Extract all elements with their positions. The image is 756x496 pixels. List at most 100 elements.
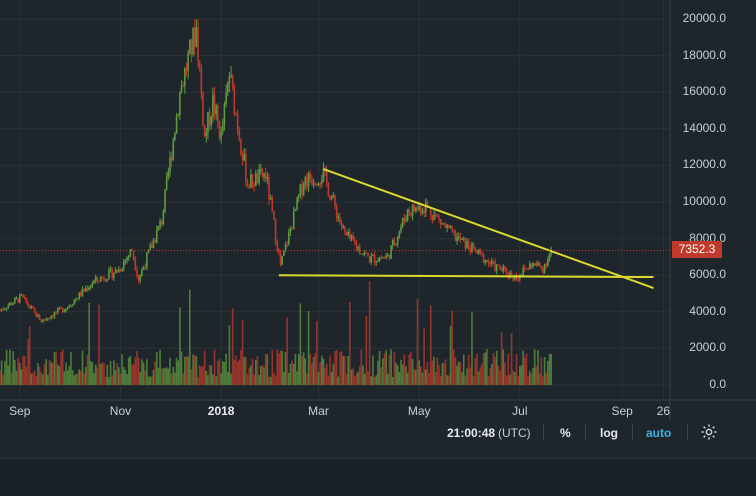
candle-body (367, 253, 369, 257)
candle-body (533, 263, 536, 265)
volume-bar (525, 353, 528, 385)
volume-bar (497, 365, 500, 385)
volume-bar (448, 375, 450, 385)
y-tick-label: 20000.0 (682, 11, 726, 25)
candle-body (545, 264, 548, 266)
candle-body (429, 207, 432, 216)
candle-body (522, 267, 524, 276)
candle-body (86, 288, 89, 291)
candle-body (391, 240, 394, 246)
candle-body (80, 292, 82, 296)
volume-bar (80, 370, 82, 385)
volume-bar (85, 367, 87, 385)
volume-bar (345, 373, 348, 385)
volume-bar (354, 376, 356, 385)
volume-bar (352, 368, 354, 385)
volume-bar (129, 355, 132, 385)
volume-bar (391, 376, 394, 385)
candle-body (231, 74, 234, 87)
volume-bar (439, 376, 442, 385)
percent-toggle[interactable]: % (560, 426, 571, 440)
volume-bar (471, 312, 473, 385)
volume-bar (86, 354, 89, 385)
candle-body (88, 287, 90, 291)
candle-body (278, 251, 280, 254)
candle-body (233, 86, 236, 115)
volume-bar (424, 369, 427, 385)
candle-body (52, 316, 54, 318)
candle-body (121, 268, 123, 271)
candle-body (66, 307, 69, 309)
candle-body (37, 314, 39, 318)
candle-body (441, 223, 444, 225)
candle-body (517, 279, 519, 281)
volume-bar (304, 358, 307, 385)
candle-body (398, 231, 401, 238)
volume-bar (403, 354, 406, 385)
volume-bar (93, 373, 95, 385)
candle-body (505, 268, 508, 275)
chart-canvas[interactable] (0, 0, 756, 420)
volume-bar (119, 373, 122, 385)
candle-body (471, 243, 473, 253)
candle-body (330, 197, 333, 200)
volume-bar (420, 366, 422, 385)
candle-body (205, 132, 208, 136)
candle-body (118, 269, 120, 273)
candle-body (339, 216, 341, 223)
candle-body (504, 266, 506, 269)
candle-body (487, 260, 490, 264)
candle-body (197, 27, 199, 62)
volume-bar (179, 307, 181, 385)
candle-body (433, 214, 435, 221)
volume-bar (446, 375, 449, 385)
volume-bar (474, 358, 477, 385)
clock-timezone[interactable]: (UTC) (498, 426, 531, 440)
candle-body (45, 319, 48, 321)
volume-bar (380, 367, 383, 385)
volume-bar (299, 303, 302, 385)
volume-bar (251, 358, 254, 385)
volume-bar (291, 360, 293, 385)
auto-scale-toggle[interactable]: auto (646, 426, 672, 440)
volume-bar (486, 349, 488, 385)
volume-bar (53, 352, 56, 385)
volume-bar (190, 369, 193, 385)
candle-body (390, 245, 392, 259)
gear-icon[interactable] (700, 423, 718, 441)
candle-body (56, 308, 59, 313)
volume-bar (309, 353, 312, 385)
volume-bar (213, 349, 216, 385)
candle-body (274, 219, 277, 243)
toolbar-separator (632, 424, 633, 440)
volume-bar (372, 355, 374, 385)
volume-bar (101, 362, 104, 385)
volume-bar (335, 349, 338, 385)
candle-body (159, 220, 161, 226)
log-toggle[interactable]: log (600, 426, 618, 440)
candle-body (469, 248, 472, 253)
volume-bar (317, 371, 320, 385)
volume-bar (104, 376, 107, 385)
volume-bar (418, 360, 420, 385)
candle-body (316, 184, 318, 186)
candle-body (172, 140, 175, 161)
volume-bar (375, 375, 378, 385)
candle-body (217, 105, 219, 122)
last-price-badge: 7352.3 (672, 241, 722, 258)
candle-body (245, 154, 247, 183)
candle-body (329, 195, 331, 200)
volume-bar (243, 357, 246, 385)
volume-bar (223, 361, 226, 385)
volume-bar (192, 354, 194, 385)
volume-bar (142, 362, 145, 385)
volume-bar (137, 357, 140, 385)
volume-bar (258, 375, 260, 385)
candle-body (499, 265, 501, 270)
candle-body (132, 250, 135, 259)
volume-bar (20, 369, 23, 385)
volume-bar (462, 354, 465, 385)
x-tick-label: 26 (656, 404, 671, 418)
candle-body (32, 306, 34, 309)
volume-bar (5, 349, 8, 385)
